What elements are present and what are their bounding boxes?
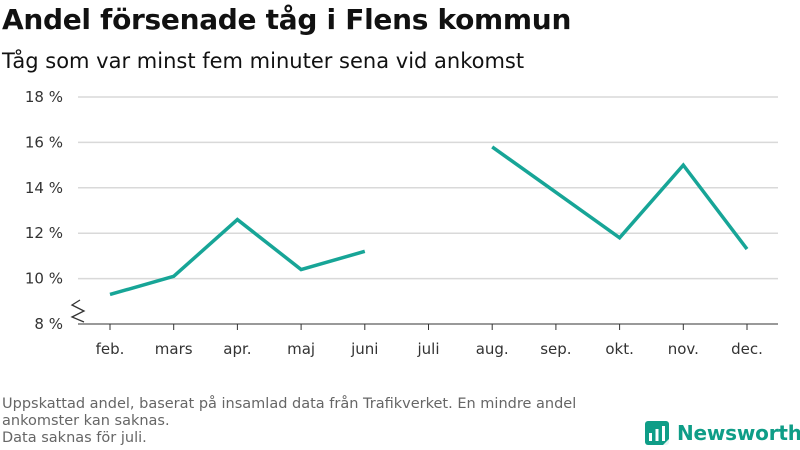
x-tick-label: aug.: [476, 340, 509, 358]
x-tick-label: juni: [350, 340, 378, 358]
line-chart: 8 % 10 % 12 % 14 % 16 % 18 % feb. mars apr. maj j…: [25, 88, 778, 358]
x-tick-label: maj: [287, 340, 315, 358]
series-line-segment: [491, 145, 749, 251]
bar-chart-logo-icon: [645, 421, 669, 445]
gridlines: [78, 96, 778, 280]
x-tick-label: juli: [416, 340, 439, 358]
x-tick-label: feb.: [96, 340, 125, 358]
y-tick-label: 12 %: [25, 224, 63, 242]
chart-subtitle: Tåg som var minst fem minuter sena vid a…: [2, 49, 525, 73]
axis-break-icon: [70, 299, 86, 323]
footnote-line-2: Data saknas för juli.: [2, 430, 147, 446]
x-tick-label: nov.: [668, 340, 699, 358]
x-tick-label: okt.: [605, 340, 634, 358]
brand: Newsworthy: [645, 421, 800, 445]
x-tick-label: sep.: [540, 340, 571, 358]
y-axis-ticks: 8 % 10 % 12 % 14 % 16 % 18 %: [25, 88, 63, 333]
brand-name: Newsworthy: [677, 421, 800, 445]
y-tick-label: 8 %: [34, 315, 63, 333]
y-tick-label: 18 %: [25, 88, 63, 106]
x-tick-label: mars: [155, 340, 193, 358]
x-axis: feb. mars apr. maj juni juli aug. sep. okt. nov. d…: [78, 323, 778, 358]
y-tick-label: 10 %: [25, 270, 63, 288]
footnote-line-1: Uppskattad andel, baserat på insamlad da…: [2, 396, 577, 429]
y-tick-label: 16 %: [25, 133, 63, 151]
x-tick-label: dec.: [731, 340, 763, 358]
x-tick-label: apr.: [223, 340, 251, 358]
chart-title: Andel försenade tåg i Flens kommun: [2, 3, 572, 36]
axis-break-zigzag: [70, 299, 86, 323]
footnote: Uppskattad andel, baserat på insamlad da…: [2, 396, 642, 447]
series-line-segment: [109, 217, 366, 297]
y-tick-label: 14 %: [25, 179, 63, 197]
series-lines: [109, 145, 749, 297]
